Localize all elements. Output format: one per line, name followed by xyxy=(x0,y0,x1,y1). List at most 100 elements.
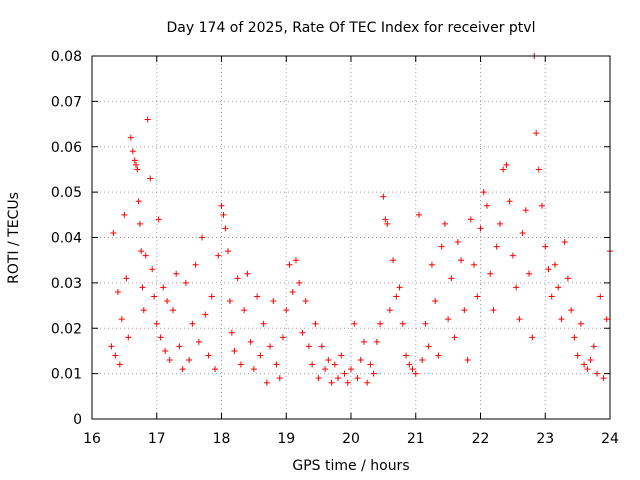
data-point xyxy=(458,257,465,264)
data-point xyxy=(471,261,478,268)
data-point xyxy=(173,270,180,277)
data-point xyxy=(367,361,374,368)
data-point xyxy=(226,298,233,305)
data-point xyxy=(516,316,523,323)
data-point xyxy=(409,366,416,373)
data-point xyxy=(136,220,143,227)
x-tick-label: 18 xyxy=(213,431,231,447)
data-point xyxy=(545,266,552,273)
data-point xyxy=(587,357,594,364)
x-tick-label: 23 xyxy=(536,431,554,447)
data-point xyxy=(192,261,199,268)
data-point xyxy=(176,343,183,350)
data-point xyxy=(131,157,138,164)
data-point xyxy=(208,293,215,300)
data-point xyxy=(283,307,290,314)
x-axis-label: GPS time / hours xyxy=(292,458,409,474)
y-tick-label: 0.05 xyxy=(51,185,82,201)
data-point xyxy=(564,275,571,282)
data-point xyxy=(215,252,222,259)
x-tick-label: 21 xyxy=(407,431,425,447)
data-point xyxy=(162,347,169,354)
grid-lines xyxy=(92,56,610,419)
data-point xyxy=(432,298,439,305)
data-point xyxy=(448,275,455,282)
data-point xyxy=(127,134,134,141)
x-tick-label: 20 xyxy=(342,431,360,447)
data-point xyxy=(445,316,452,323)
data-point xyxy=(296,279,303,286)
y-tick-labels: 0 0.01 0.02 0.03 0.04 0.05 0.06 0.07 0.08 xyxy=(51,49,82,428)
y-tick-label: 0 xyxy=(73,412,82,428)
data-point xyxy=(496,220,503,227)
data-point xyxy=(438,243,445,250)
y-tick-label: 0.08 xyxy=(51,49,82,65)
data-point xyxy=(205,352,212,359)
data-point xyxy=(218,202,225,209)
data-point xyxy=(234,275,241,282)
data-point xyxy=(370,370,377,377)
data-point xyxy=(344,379,351,386)
data-point xyxy=(164,298,171,305)
data-point xyxy=(309,361,316,368)
data-point xyxy=(138,248,145,255)
data-point xyxy=(273,361,280,368)
data-point xyxy=(118,316,125,323)
data-point xyxy=(403,352,410,359)
data-point xyxy=(419,357,426,364)
data-point xyxy=(341,370,348,377)
y-tick-label: 0.06 xyxy=(51,140,82,156)
data-point xyxy=(280,334,287,341)
data-point xyxy=(513,284,520,291)
data-point xyxy=(377,320,384,327)
data-point xyxy=(380,193,387,200)
data-point xyxy=(267,343,274,350)
data-point xyxy=(364,379,371,386)
data-points xyxy=(108,53,613,386)
data-point xyxy=(133,161,140,168)
data-point xyxy=(551,261,558,268)
data-point xyxy=(519,229,526,236)
data-point xyxy=(110,229,117,236)
data-point xyxy=(302,298,309,305)
data-point xyxy=(179,366,186,373)
data-point xyxy=(526,270,533,277)
data-point xyxy=(312,320,319,327)
data-point xyxy=(393,293,400,300)
data-point xyxy=(483,202,490,209)
data-point xyxy=(529,334,536,341)
data-point xyxy=(254,293,261,300)
data-point xyxy=(348,366,354,373)
data-point xyxy=(149,266,156,273)
data-point xyxy=(435,352,442,359)
data-point xyxy=(390,257,397,264)
data-point xyxy=(464,357,471,364)
y-tick-label: 0.03 xyxy=(51,276,82,292)
data-point xyxy=(325,357,332,364)
data-point xyxy=(331,361,338,368)
data-point xyxy=(121,211,128,218)
data-point xyxy=(140,307,147,314)
data-point xyxy=(182,279,189,286)
data-point xyxy=(134,166,141,173)
data-point xyxy=(533,130,540,137)
data-point xyxy=(315,375,322,382)
data-point xyxy=(506,198,513,205)
data-point xyxy=(286,261,293,268)
data-point xyxy=(493,243,500,250)
data-point xyxy=(155,216,162,223)
data-point xyxy=(157,334,164,341)
data-point xyxy=(425,343,432,350)
data-point xyxy=(289,288,296,295)
data-point xyxy=(260,320,267,327)
data-point xyxy=(151,293,158,300)
data-point xyxy=(354,375,361,382)
data-point xyxy=(244,270,251,277)
data-point xyxy=(357,357,364,364)
data-point xyxy=(276,375,283,382)
x-tick-label: 17 xyxy=(148,431,166,447)
data-point xyxy=(318,343,325,350)
data-point xyxy=(222,225,229,232)
data-point xyxy=(160,284,167,291)
data-point xyxy=(220,211,227,218)
